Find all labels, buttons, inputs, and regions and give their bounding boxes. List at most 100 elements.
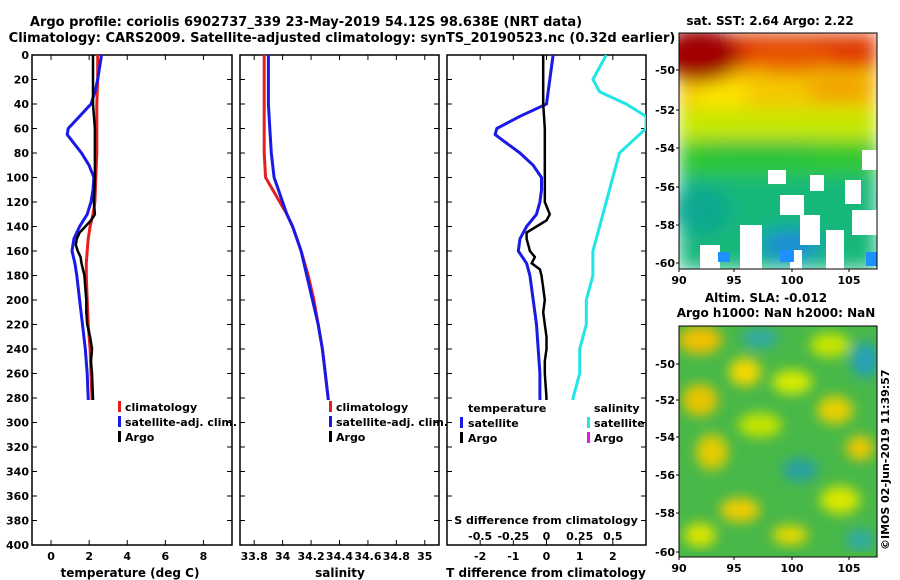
- y-tick-label: 40: [14, 98, 30, 111]
- difference-panel-frame: [446, 54, 647, 546]
- map-y-tick-label: -50: [655, 358, 675, 371]
- series-line-temperature-satellite-adj-clim-: [65, 55, 103, 400]
- legend-label-s-satellite: satellite: [594, 417, 645, 430]
- sla-map-frame: [678, 325, 878, 558]
- x-tick-label: 2: [85, 550, 93, 563]
- x-tick-label: -2: [474, 550, 486, 563]
- legend-swatch-argo-s: [329, 431, 332, 442]
- x-tick-label: 4: [123, 550, 131, 563]
- map-y-tick-label: -52: [655, 104, 675, 117]
- series-group-salinity: [262, 55, 330, 400]
- y-tick-label: 380: [6, 515, 29, 528]
- legend-label-climatology: climatology: [125, 401, 197, 414]
- map-x-tick-label: 105: [838, 562, 861, 575]
- map-x-tick-label: 105: [838, 274, 861, 287]
- legend-label-satellite: satellite-adj. clim.: [125, 416, 237, 429]
- y-tick-label: 0: [21, 49, 29, 62]
- series-line-salinity-climatology: [262, 55, 330, 400]
- legend-title-salinity: salinity: [594, 402, 640, 415]
- map-y-tick-label: -58: [655, 219, 675, 232]
- sla-map: [679, 326, 877, 557]
- legend-label-t-satellite: satellite: [468, 417, 519, 430]
- map-y-tick-label: -52: [655, 394, 675, 407]
- difference-xlabel: T difference from climatology: [446, 566, 646, 580]
- legend-label-climatology-s: climatology: [336, 401, 408, 414]
- map-x-tick-label: 90: [671, 562, 687, 575]
- y-tick-label: 120: [6, 196, 29, 209]
- sst-map: [679, 33, 877, 269]
- series-line-temperature-argo: [74, 55, 97, 400]
- map-y-tick-label: -58: [655, 507, 675, 520]
- x-tick-label: 8: [200, 550, 208, 563]
- map-x-tick-label: 100: [781, 274, 804, 287]
- series-line-temperature-climatology: [84, 55, 100, 400]
- legend-swatch-s-argo: [587, 432, 590, 443]
- x-tick-label: 34.4: [326, 550, 353, 563]
- y-tick-label: 20: [14, 74, 30, 87]
- map-y-tick-label: -54: [655, 431, 675, 444]
- y-tick-label: 100: [6, 172, 29, 185]
- series-line-difference-t-argo: [525, 55, 552, 400]
- x-tick-label: 35: [417, 550, 432, 563]
- sla-map-title-1: Altim. SLA: -0.012: [705, 291, 827, 305]
- map-x-tick-label: 90: [671, 274, 687, 287]
- map-x-tick-label: 100: [781, 562, 804, 575]
- legend-label-t-argo: Argo: [468, 432, 498, 445]
- map-y-tick-label: -54: [655, 142, 675, 155]
- legend-swatch-argo: [118, 431, 121, 442]
- x-tick-label: 33.8: [241, 550, 268, 563]
- salinity-xlabel: salinity: [315, 566, 365, 580]
- y-tick-label: 340: [6, 466, 29, 479]
- difference-legend: temperature satellite Argo salinity sate…: [460, 402, 645, 445]
- credit-text: ©IMOS 02-Jun-2019 11:39:57: [879, 369, 892, 550]
- sla-map-ticks: 90 95 100 105 -50 -52 -54 -56 -58 -60: [655, 358, 860, 575]
- y-tick-label: 140: [6, 221, 29, 234]
- legend-swatch-climatology: [118, 401, 121, 412]
- s-tick-label: -0.25: [497, 530, 529, 543]
- legend-label-argo-s: Argo: [336, 431, 366, 444]
- x-tick-label: 6: [162, 550, 170, 563]
- y-tick-label: 300: [6, 417, 29, 430]
- legend-label-satellite-s: satellite-adj. clim.: [336, 416, 448, 429]
- series-group-temperature: [65, 55, 103, 400]
- sst-map-ticks: 90 95 100 105 -50 -52 -54 -56 -58 -60: [655, 64, 860, 287]
- map-y-tick-label: -50: [655, 64, 675, 77]
- y-tick-label: 360: [6, 490, 29, 503]
- legend-label-s-argo: Argo: [594, 432, 624, 445]
- y-tick-label: 320: [6, 441, 29, 454]
- legend-swatch-satellite: [118, 416, 121, 427]
- s-tick-label: 0.5: [603, 530, 623, 543]
- y-tick-label: 160: [6, 245, 29, 258]
- title-line-1: Argo profile: coriolis 6902737_339 23-Ma…: [30, 15, 582, 30]
- temperature-panel-frame: [31, 54, 233, 546]
- legend-swatch-climatology-s: [329, 401, 332, 412]
- x-tick-label: 2: [609, 550, 617, 563]
- s-difference-label: S difference from climatology: [454, 514, 638, 527]
- legend-swatch-t-argo: [460, 432, 463, 443]
- legend-swatch-satellite-s: [329, 416, 332, 427]
- legend-label-argo: Argo: [125, 431, 155, 444]
- x-tick-label: 34.2: [298, 550, 325, 563]
- map-y-tick-label: -56: [655, 181, 675, 194]
- axes-layer: 0204060801001201401601802002202402602803…: [6, 49, 646, 563]
- s-tick-label: 0.25: [566, 530, 593, 543]
- y-tick-label: 180: [6, 270, 29, 283]
- x-tick-label: 0: [543, 550, 551, 563]
- s-tick-label: -0.5: [468, 530, 492, 543]
- temperature-legend: climatology satellite-adj. clim. Argo: [118, 401, 237, 444]
- x-tick-label: 34: [275, 550, 291, 563]
- legend-swatch-s-satellite: [587, 417, 590, 428]
- x-tick-label: 34.6: [354, 550, 381, 563]
- salinity-legend: climatology satellite-adj. clim. Argo: [329, 401, 448, 444]
- series-group-difference: [493, 55, 646, 400]
- series-line-difference-t-satellite: [493, 55, 555, 400]
- map-x-tick-label: 95: [726, 562, 741, 575]
- series-line-salinity-satellite-adj-clim-: [266, 55, 330, 400]
- map-x-tick-label: 95: [726, 274, 741, 287]
- title-line-2: Climatology: CARS2009. Satellite-adjuste…: [9, 31, 676, 46]
- y-tick-label: 400: [6, 539, 29, 552]
- y-tick-label: 280: [6, 392, 29, 405]
- lines-layer: [65, 55, 646, 400]
- map-y-tick-label: -56: [655, 469, 675, 482]
